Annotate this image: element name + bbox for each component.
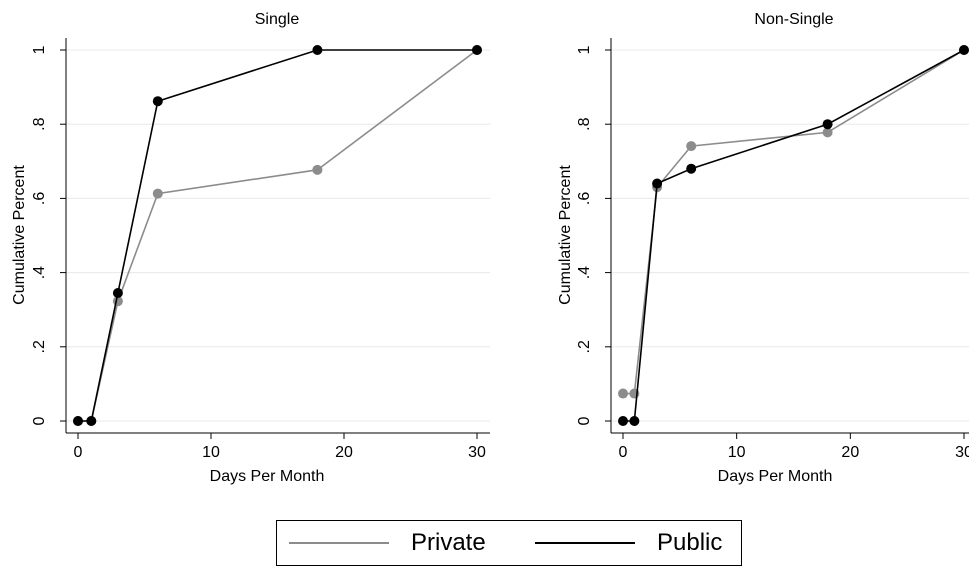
non-single-x-tick-label: 20 <box>841 444 859 461</box>
non-single-data-point-public <box>959 45 969 55</box>
single-x-tick-label: 20 <box>335 444 353 461</box>
non-single-series-line-private <box>623 49 965 395</box>
non-single-data-point-public <box>652 178 663 189</box>
single-data-point-public <box>472 45 482 55</box>
single-y-axis-label: Cumulative Percent <box>11 165 28 305</box>
non-single-chart-title: Non-Single <box>754 11 833 28</box>
legend: Private Public <box>276 520 742 566</box>
legend-label-public: Public <box>657 529 723 556</box>
single-data-point-private <box>312 164 323 175</box>
single-x-tick-label: 0 <box>74 444 83 461</box>
single-data-point-public <box>73 416 83 426</box>
non-single-y-axis-label: Cumulative Percent <box>557 165 574 305</box>
legend-label-private: Private <box>411 529 486 556</box>
non-single-data-point-public <box>629 416 640 426</box>
single-chart-title: Single <box>255 11 300 28</box>
single-y-tick-label: .4 <box>31 266 48 279</box>
single-series-line-private <box>78 49 478 422</box>
single-y-tick-label: 0 <box>31 416 48 425</box>
non-single-y-tick-label: .6 <box>576 192 593 205</box>
non-single-y-tick-label: .8 <box>576 117 593 130</box>
non-single-y-tick-label: .2 <box>576 340 593 353</box>
legend-swatch-private <box>289 542 389 544</box>
non-single-data-point-private <box>618 388 628 399</box>
non-single-data-point-public <box>686 163 697 174</box>
non-single-y-tick-label: .4 <box>576 266 593 279</box>
single-data-point-public <box>312 45 323 55</box>
single-x-axis-label: Days Per Month <box>210 468 325 485</box>
single-data-point-public <box>112 288 123 299</box>
legend-item-public: Public <box>535 521 722 565</box>
non-single-x-tick-label: 10 <box>728 444 746 461</box>
non-single-y-tick-label: 0 <box>576 416 593 425</box>
legend-item-private: Private <box>289 521 486 565</box>
legend-swatch-public <box>535 542 635 544</box>
single-series-line-public <box>78 49 477 422</box>
non-single-x-axis-label: Days Per Month <box>718 468 833 485</box>
single-data-point-private <box>152 188 163 199</box>
non-single-data-point-public <box>822 119 833 130</box>
non-single-y-tick-label: 1 <box>576 45 593 54</box>
non-single-data-point-private <box>686 141 697 152</box>
non-single-x-tick-label: 30 <box>955 444 969 461</box>
single-data-point-public <box>152 96 163 107</box>
non-single-data-point-private <box>822 127 833 138</box>
single-y-tick-label: 1 <box>31 45 48 54</box>
non-single-data-point-public <box>618 416 628 426</box>
single-data-point-public <box>86 416 97 426</box>
single-x-tick-label: 30 <box>468 444 486 461</box>
single-y-tick-label: .6 <box>31 192 48 205</box>
non-single-x-tick-label: 0 <box>619 444 628 461</box>
single-x-tick-label: 10 <box>202 444 220 461</box>
single-y-tick-label: .2 <box>31 340 48 353</box>
single-y-tick-label: .8 <box>31 117 48 130</box>
non-single-series-line-public <box>623 49 965 422</box>
